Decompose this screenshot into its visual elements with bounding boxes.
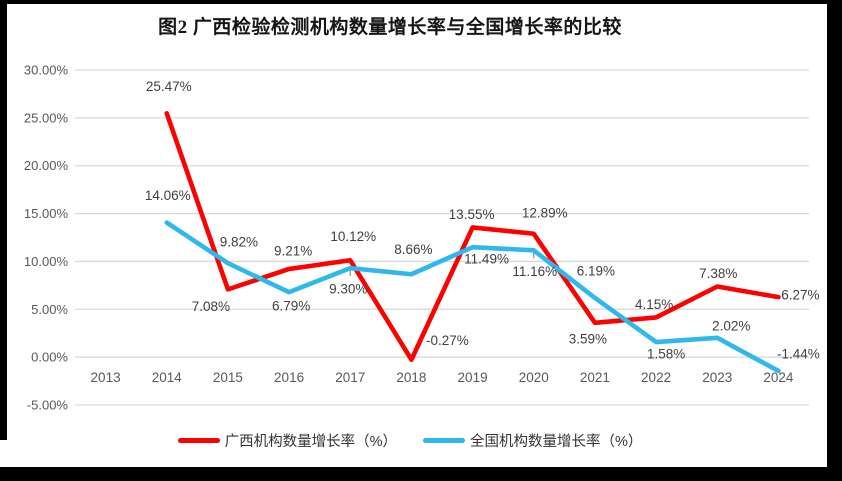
y-axis-tick-label: 30.00% — [24, 63, 69, 78]
x-axis-tick-label: 2014 — [152, 370, 183, 385]
x-axis-tick-label: 2024 — [763, 370, 794, 385]
legend-label-guangxi: 广西机构数量增长率（%） — [224, 434, 397, 450]
x-axis-tick-label: 2023 — [702, 370, 732, 385]
x-axis-tick-label: 2013 — [91, 370, 121, 385]
legend-item-national: 全国机构数量增长率（%） — [423, 430, 642, 451]
guangxi-line-swatch — [177, 438, 220, 443]
data-label: 9.21% — [274, 243, 312, 258]
frame-border-left — [0, 0, 7, 440]
legend-item-guangxi: 广西机构数量增长率（%） — [177, 430, 397, 451]
y-axis-tick-label: 20.00% — [24, 158, 69, 173]
data-label: 6.19% — [577, 263, 615, 278]
x-axis-tick-label: 2022 — [641, 370, 671, 385]
y-axis-tick-label: 10.00% — [24, 254, 69, 269]
x-axis-tick-label: 2020 — [519, 370, 549, 385]
x-axis-tick-label: 2021 — [580, 370, 610, 385]
data-label: 12.89% — [522, 205, 568, 220]
data-label: 9.30% — [329, 282, 367, 297]
frame-border-right — [827, 0, 842, 481]
data-label: 8.66% — [394, 242, 432, 257]
y-axis-tick-label: 5.00% — [31, 302, 68, 317]
national-line-swatch — [423, 438, 465, 443]
data-label: 1.58% — [647, 347, 685, 362]
data-label: 7.38% — [699, 266, 737, 281]
y-axis-tick-label: 25.00% — [24, 110, 69, 125]
x-axis-tick-label: 2017 — [335, 370, 365, 385]
data-label: 10.12% — [330, 229, 376, 244]
y-axis-tick-label: 0.00% — [31, 350, 68, 365]
data-label: 2.02% — [712, 318, 750, 333]
data-label: 14.06% — [145, 188, 191, 203]
data-label: 25.47% — [146, 79, 192, 94]
x-axis-tick-label: 2015 — [213, 370, 243, 385]
y-axis-tick-label: 15.00% — [24, 206, 69, 221]
data-label: 11.16% — [512, 264, 557, 279]
data-label: 4.15% — [635, 297, 673, 312]
data-label: 13.55% — [449, 207, 495, 222]
data-label: 11.49% — [464, 252, 509, 267]
chart-title: 图2 广西检验检测机构数量增长率与全国增长率的比较 — [158, 17, 622, 38]
data-label: 9.82% — [220, 235, 258, 250]
frame-border-bottom — [0, 467, 842, 481]
legend: 广西机构数量增长率（%） 全国机构数量增长率（%） — [0, 430, 820, 451]
data-label: 6.79% — [272, 299, 310, 314]
data-label: 7.08% — [192, 299, 230, 314]
data-label: 3.59% — [569, 331, 607, 346]
x-axis-tick-label: 2018 — [396, 370, 426, 385]
series-line-guangxi — [164, 111, 781, 363]
data-label: -1.44% — [777, 346, 820, 361]
x-axis-tick-label: 2016 — [274, 370, 304, 385]
data-label: -0.27% — [426, 333, 469, 348]
frame-border-top — [0, 0, 842, 4]
data-label: 6.27% — [781, 288, 819, 303]
x-axis-tick-label: 2019 — [458, 370, 488, 385]
series-line-national — [164, 220, 781, 374]
y-axis-tick-label: -5.00% — [27, 398, 69, 413]
legend-label-national: 全国机构数量增长率（%） — [470, 434, 643, 450]
